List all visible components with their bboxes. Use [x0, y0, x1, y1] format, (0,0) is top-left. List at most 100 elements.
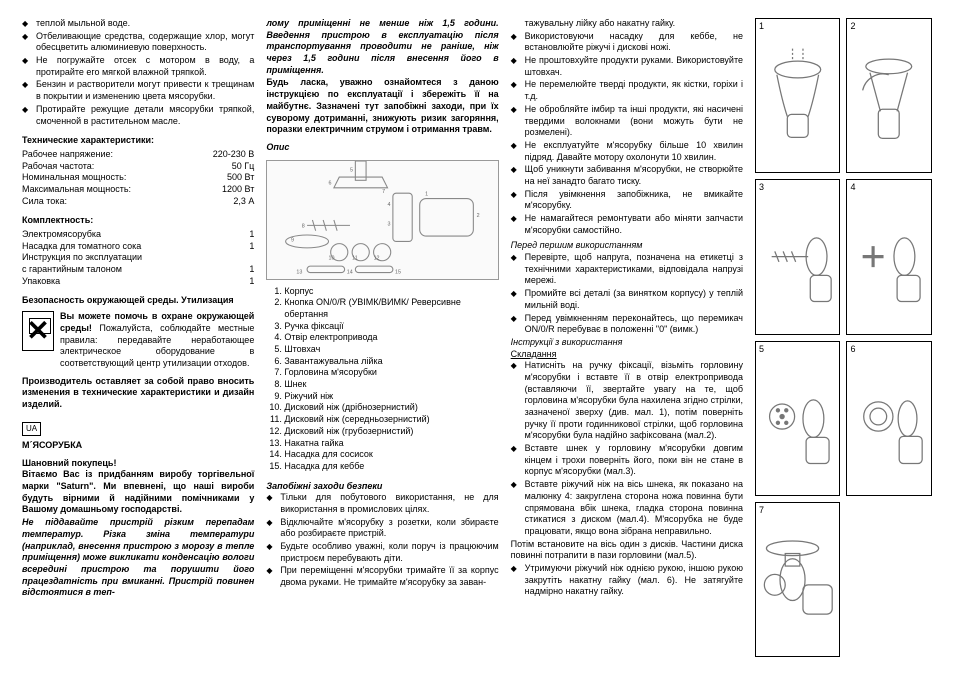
spec-row: Номинальная мощность:500 Вт [22, 172, 254, 184]
safety2-list: Тільки для побутового використання, не д… [266, 492, 498, 589]
svg-text:11: 11 [352, 255, 358, 261]
bullet: Не погружайте отсек с мотором в воду, а … [36, 55, 254, 78]
part-item: Завантажувальна лійка [284, 356, 498, 368]
weee-block: Вы можете помочь в охране окружающей сре… [22, 311, 254, 369]
part-item: Ріжучий ніж [284, 391, 498, 403]
weee-icon [22, 311, 54, 351]
bullet: Перевірте, щоб напруга, позначена на ети… [525, 252, 743, 287]
bullet: Не проштовхуйте продукти руками. Викорис… [525, 55, 743, 78]
figure-1: 1 [755, 18, 841, 173]
part-item: Дисковий ніж (грубозернистий) [284, 426, 498, 438]
komplekt-row: с гарантийным талоном1 [22, 264, 254, 276]
svg-text:9: 9 [291, 237, 294, 243]
svg-text:14: 14 [347, 269, 353, 275]
tech-specs: Рабочее напряжение:220-230 В Рабочая час… [22, 149, 254, 207]
svg-text:10: 10 [329, 255, 335, 261]
cont-text: тажувальну лійку або накатну гайку. [511, 18, 743, 30]
svg-text:5: 5 [350, 167, 353, 173]
bullet: Не обробляйте імбир та інші продукти, як… [525, 104, 743, 139]
bullet: Бензин и растворители могут привести к т… [36, 79, 254, 102]
svg-text:13: 13 [297, 269, 303, 275]
part-item: Дисковий ніж (середньозернистий) [284, 414, 498, 426]
spec-row: Максимальная мощность:1200 Вт [22, 184, 254, 196]
bullet: Не перемелюйте тверді продукти, як кістк… [525, 79, 743, 102]
bullet: Протирайте режущие детали мясорубки тряп… [36, 104, 254, 127]
komplekt-row: Насадка для томатного сока1 [22, 241, 254, 253]
part-item: Шнек [284, 379, 498, 391]
bullet: Утримуючи ріжучий ніж однією рукою, іншо… [525, 563, 743, 598]
part-item: Ручка фіксації [284, 321, 498, 333]
figure-5: 5 [755, 341, 841, 496]
lang-badge: UA [22, 422, 41, 436]
komplekt-row: Упаковка1 [22, 276, 254, 288]
opys-title: Опис [266, 142, 498, 154]
svg-text:12: 12 [374, 255, 380, 261]
part-item: Штовхач [284, 344, 498, 356]
assembly-title: Складання [511, 349, 743, 361]
figure-3: 3 [755, 179, 841, 334]
figure-4: 4 [846, 179, 932, 334]
figure-6: 6 [846, 341, 932, 496]
komplekt-title: Комплектность: [22, 215, 254, 227]
komplekt-list: Электромясорубка1 Насадка для томатного … [22, 229, 254, 287]
bullet: Будьте особливо уважні, коли поруч із пр… [280, 541, 498, 564]
column-1: теплой мыльной воде. Отбеливающие средст… [22, 18, 254, 657]
bullet: Отбеливающие средства, содержащие хлор, … [36, 31, 254, 54]
instr-title: Інструкції з використання [511, 337, 743, 349]
column-2: лому приміщенні не менше ніж 1,5 години.… [266, 18, 498, 657]
product-name: М´ЯСОРУБКА [22, 440, 254, 452]
part-item: Горловина м'ясорубки [284, 367, 498, 379]
before-use-list: Перевірте, щоб напруга, позначена на ети… [511, 252, 743, 336]
svg-text:1: 1 [425, 191, 428, 197]
bullet: Не намагайтеся ремонтувати або міняти за… [525, 213, 743, 236]
figure-2: 2 [846, 18, 932, 173]
svg-text:15: 15 [395, 269, 401, 275]
part-item: Корпус [284, 286, 498, 298]
parts-diagram: 12 34 56 78 910 1112 1314 15 [266, 160, 498, 280]
bullet: Щоб уникнути забивання м'ясорубки, не ст… [525, 164, 743, 187]
svg-text:7: 7 [382, 189, 385, 195]
figure-empty [846, 502, 932, 657]
bullet: Використовуючи насадку для кеббе, не вст… [525, 31, 743, 54]
figure-7: 7 [755, 502, 841, 657]
part-item: Насадка для сосисок [284, 449, 498, 461]
komplekt-row: Электромясорубка1 [22, 229, 254, 241]
greeting-text: Вітаємо Вас із придбанням виробу торгіве… [22, 469, 254, 516]
bullet: Не експлуатуйте м'ясорубку більше 10 хви… [525, 140, 743, 163]
bullet: Перед увімкненням переконайтесь, що пере… [525, 313, 743, 336]
bullet: Вставте шнек у горловину м'ясорубки довг… [525, 443, 743, 478]
bullet: Вставте ріжучий ніж на вісь шнека, як по… [525, 479, 743, 537]
assembly-after: Потім встановите на вісь один з дисків. … [511, 539, 743, 562]
bullet: Натисніть на ручку фіксації, візьміть го… [525, 360, 743, 442]
assembly-list: Натисніть на ручку фіксації, візьміть го… [511, 360, 743, 537]
part-item: Дисковий ніж (дрібнозернистий) [284, 402, 498, 414]
svg-text:8: 8 [302, 223, 305, 229]
bullet: Після увімкнення запобіжника, не вмикайт… [525, 189, 743, 212]
safety-cont-list: Використовуючи насадку для кеббе, не вст… [511, 31, 743, 237]
before-use-title: Перед першим використанням [511, 240, 743, 252]
parts-list: Корпус Кнопка ON/0/R (УВІМК/ВИМК/ Реверс… [266, 286, 498, 473]
bullet: Відключайте м'ясорубку з розетки, коли з… [280, 517, 498, 540]
temp-warning-cont: лому приміщенні не менше ніж 1,5 години.… [266, 18, 498, 76]
part-item: Отвір електропривода [284, 332, 498, 344]
svg-text:3: 3 [388, 221, 391, 227]
komplekt-row: Инструкция по эксплуатации [22, 252, 254, 264]
spec-row: Рабочее напряжение:220-230 В [22, 149, 254, 161]
figures-grid: 1 2 3 4 5 6 [755, 18, 932, 657]
care-bullets: теплой мыльной воде. Отбеливающие средст… [22, 18, 254, 127]
spec-row: Рабочая частота:50 Гц [22, 161, 254, 173]
env-safety-title: Безопасность окружающей среды. Утилизаци… [22, 295, 254, 307]
svg-text:4: 4 [388, 202, 391, 208]
svg-text:6: 6 [329, 180, 332, 186]
part-item: Кнопка ON/0/R (УВІМК/ВИМК/ Реверсивне об… [284, 297, 498, 320]
bullet: теплой мыльной воде. [36, 18, 254, 30]
tech-specs-title: Технические характеристики: [22, 135, 254, 147]
mfr-note: Производитель оставляет за собой право в… [22, 376, 254, 411]
svg-text:2: 2 [477, 212, 480, 218]
part-item: Насадка для кеббе [284, 461, 498, 473]
bullet: При переміщенні м'ясорубки тримайте її з… [280, 565, 498, 588]
part-item: Накатна гайка [284, 438, 498, 450]
temp-warning: Не піддавайте пристрій різким перепадам … [22, 517, 254, 599]
assembly-final: Утримуючи ріжучий ніж однією рукою, іншо… [511, 563, 743, 598]
safety2-title: Запобіжні заходи безпеки [266, 481, 498, 493]
